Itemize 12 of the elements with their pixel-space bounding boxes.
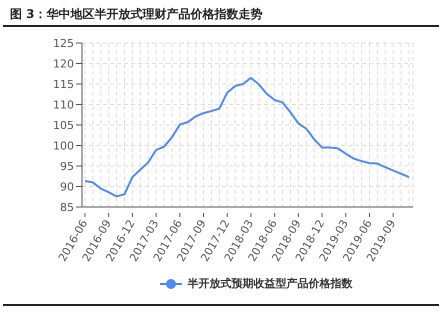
legend-label: 半开放式预期收益型产品价格指数 bbox=[188, 276, 352, 291]
y-tick-label: 95 bbox=[60, 160, 74, 173]
y-tick-label: 90 bbox=[60, 180, 74, 194]
y-tick-label: 85 bbox=[60, 200, 74, 214]
y-tick-label: 125 bbox=[53, 36, 74, 50]
y-tick-label: 110 bbox=[53, 98, 74, 112]
y-tick-label: 100 bbox=[53, 139, 74, 152]
y-tick-label: 105 bbox=[53, 118, 74, 132]
line-series bbox=[84, 76, 410, 198]
chart-title: 图 3：华中地区半开放式理财产品价格指数走势 bbox=[10, 6, 263, 23]
y-tick-label: 115 bbox=[53, 78, 74, 91]
y-tick-label: 120 bbox=[53, 57, 74, 70]
